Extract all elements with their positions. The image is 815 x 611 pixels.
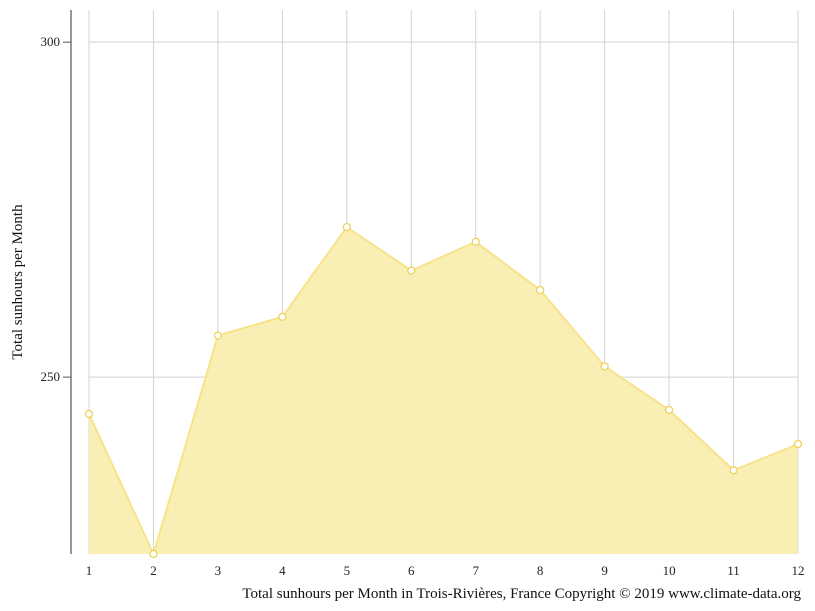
data-point-3 <box>213 331 223 340</box>
data-point-10 <box>664 405 674 415</box>
x-tick-label: 10 <box>663 563 676 578</box>
y-tick-label: 250 <box>41 369 61 384</box>
x-tick-label: 4 <box>279 563 286 578</box>
y-tick-label: 300 <box>41 34 61 49</box>
x-tick-label: 1 <box>86 563 93 578</box>
data-point-8 <box>536 285 545 295</box>
data-point-4 <box>278 312 287 321</box>
x-tick-label: 2 <box>150 563 157 578</box>
area-fill <box>89 227 798 555</box>
data-point-1 <box>84 409 94 419</box>
y-axis-title: Total sunhours per Month <box>10 204 26 360</box>
x-tick-label: 8 <box>537 563 544 578</box>
x-tick-label: 5 <box>344 563 351 578</box>
area-line <box>88 225 799 557</box>
y-ticks: 250 300 <box>41 34 71 384</box>
data-markers <box>84 222 803 559</box>
chart-caption: Total sunhours per Month in Trois-Rivièr… <box>242 586 801 602</box>
data-point-6 <box>407 266 416 275</box>
data-point-5 <box>342 222 351 232</box>
data-point-12 <box>793 440 803 449</box>
data-point-9 <box>600 362 609 371</box>
data-point-2 <box>149 549 158 559</box>
x-tick-label: 9 <box>601 563 608 578</box>
x-tick-label: 6 <box>408 563 415 578</box>
x-tick-label: 3 <box>215 563 222 578</box>
x-tick-label: 11 <box>727 563 740 578</box>
x-tick-label: 7 <box>472 563 479 578</box>
x-ticks: 1 2 3 4 5 6 7 8 9 10 11 12 <box>86 563 805 578</box>
x-tick-label: 12 <box>792 563 805 578</box>
data-point-7 <box>471 237 480 246</box>
data-point-11 <box>729 466 738 475</box>
